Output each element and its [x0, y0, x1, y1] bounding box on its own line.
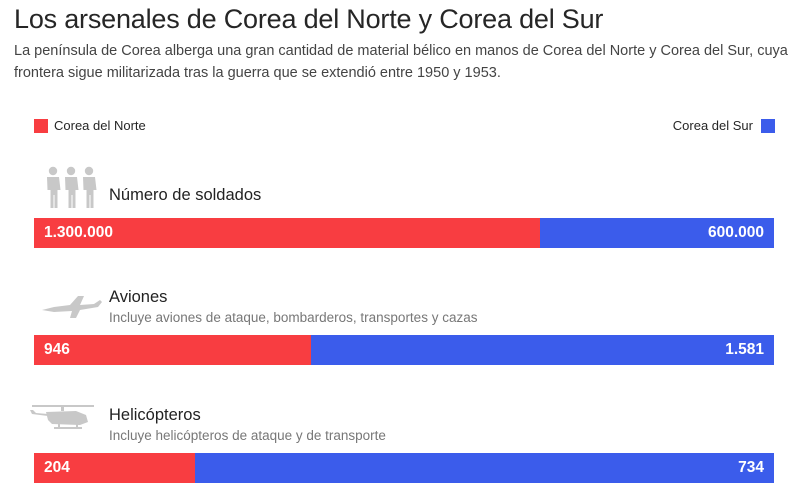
category-sublabel-helicopters: Incluye helicópteros de ataque y de tran…	[109, 428, 386, 443]
bar-north-aircraft: 946	[34, 335, 311, 365]
legend-south: Corea del Sur	[673, 118, 775, 133]
bar-soldiers: 1.300.000 600.000	[34, 218, 774, 248]
legend-north-label: Corea del Norte	[54, 118, 146, 133]
legend-north: Corea del Norte	[34, 118, 146, 133]
page-subtitle: La península de Corea alberga una gran c…	[14, 43, 788, 81]
page-title: Los arsenales de Corea del Norte y Corea…	[14, 4, 604, 34]
soldiers-icon	[47, 166, 97, 208]
category-label-helicopters: Helicópteros	[109, 406, 201, 424]
bar-aircraft: 946 1.581	[34, 335, 774, 365]
value-label-north-helicopters: 204	[44, 459, 70, 476]
value-label-south-helicopters: 734	[738, 459, 764, 476]
category-label-aircraft: Aviones	[109, 288, 168, 306]
legend-north-swatch	[34, 118, 48, 133]
bar-helicopters: 204 734	[34, 453, 774, 483]
bar-south-soldiers: 600.000	[540, 218, 774, 248]
value-label-north-soldiers: 1.300.000	[44, 224, 113, 241]
category-label-soldiers: Número de soldados	[109, 186, 262, 204]
category-sublabel-aircraft: Incluye aviones de ataque, bombarderos, …	[109, 310, 478, 325]
value-label-south-aircraft: 1.581	[725, 341, 764, 358]
jet-icon	[42, 296, 102, 318]
value-label-south-soldiers: 600.000	[707, 224, 764, 241]
helicopter-icon	[30, 405, 94, 429]
legend-south-swatch	[761, 118, 775, 133]
bar-south-aircraft: 1.581	[311, 335, 774, 365]
legend-south-label: Corea del Sur	[672, 118, 753, 133]
value-label-north-aircraft: 946	[44, 341, 70, 358]
bar-north-soldiers: 1.300.000	[34, 218, 540, 248]
bar-south-helicopters: 734	[195, 453, 774, 483]
bar-north-helicopters: 204	[34, 453, 195, 483]
